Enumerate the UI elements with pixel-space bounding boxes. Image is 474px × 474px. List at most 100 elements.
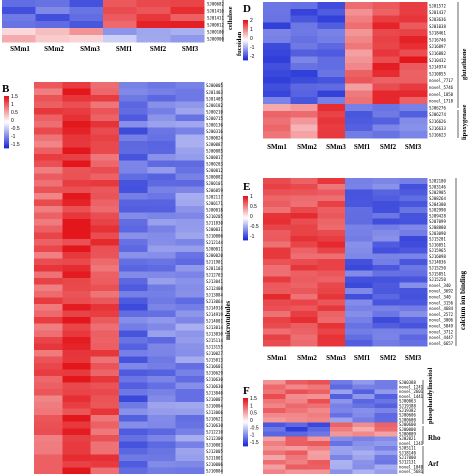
heatmap-cell [119, 264, 148, 272]
col-label-d-smf2: SMf2 [380, 143, 397, 151]
heatmap-cell [119, 121, 148, 129]
legend-swatch [243, 198, 248, 201]
row-label: SJ00182 [206, 103, 223, 108]
heatmap-cell [399, 36, 428, 44]
heatmap-cell [330, 469, 353, 474]
row-label: SJ12144 [206, 240, 223, 245]
legend-swatch [243, 209, 248, 212]
heatmap-cell [317, 259, 346, 266]
heatmap-cell [62, 395, 91, 403]
row-label: SJ03090 [429, 231, 446, 236]
heatmap-cell [374, 427, 398, 432]
heatmap-cell [263, 427, 286, 432]
heatmap-cell [372, 22, 400, 30]
heatmap-cell [372, 224, 400, 231]
heatmap-cell [317, 235, 346, 243]
heatmap-cell [345, 2, 373, 10]
heatmap-cell [62, 127, 91, 135]
heatmap-cell [263, 270, 291, 277]
heatmap-cell [34, 382, 63, 390]
heatmap-cell [374, 422, 398, 428]
heatmap-cell [372, 311, 400, 318]
legend-tick: 1 [11, 102, 14, 108]
heatmap-cell [34, 225, 63, 233]
legend-swatch [243, 420, 248, 423]
row-label: SJ04300 [429, 202, 446, 207]
heatmap-cell [147, 134, 176, 142]
heatmap-cell [399, 124, 428, 132]
heatmap-cell [399, 104, 428, 112]
heatmap-cell [345, 83, 373, 91]
heatmap-cell [352, 408, 375, 414]
row-label: SJ00210 [206, 109, 223, 114]
heatmap-cell [62, 140, 91, 148]
heatmap-cell [399, 56, 428, 64]
group-label-cellulose: cellulose [227, 6, 234, 30]
legend-tick: -1 [11, 134, 16, 140]
legend-e: 1 0.5 0 -0.5 -1 [243, 194, 259, 241]
legend-swatch [243, 196, 248, 198]
heatmap-cell [372, 322, 400, 329]
heatmap-cell [372, 195, 400, 202]
row-label: SJ02990 [429, 208, 446, 213]
legend-swatch [243, 58, 248, 61]
heatmap-cell [62, 258, 91, 266]
heatmap-cell [62, 186, 91, 194]
heatmap-cell [147, 467, 176, 474]
heatmap-cell [35, 7, 70, 15]
heatmap-cell [285, 445, 308, 451]
heatmap-cell [317, 195, 346, 202]
heatmap-cell [90, 323, 120, 331]
col-label-d-smm3: SMm3 [326, 143, 346, 151]
heatmap-cell [175, 382, 205, 390]
row-label: SJ18140 [399, 450, 416, 455]
heatmap-cell [34, 264, 63, 272]
heatmap-cell [136, 14, 171, 22]
heatmap-cell [147, 304, 176, 311]
heatmap-cell [2, 0, 36, 8]
heatmap-cell [170, 35, 205, 43]
heatmap-cell [290, 195, 318, 202]
heatmap-cell [317, 340, 346, 347]
legend-swatch [4, 134, 9, 137]
heatmap-cell [330, 417, 353, 423]
heatmap-cell [119, 101, 148, 109]
panel-a: SJ00682 SJ01410 SJ01411 SJ00012 SJ00100 SJ009… [2, 0, 243, 56]
heatmap-cell [62, 428, 91, 436]
heatmap-cell [62, 389, 91, 396]
heatmap-cell [374, 469, 398, 474]
heatmap-cell [345, 117, 373, 125]
heatmap-cell [90, 297, 120, 305]
legend-tick: 1.5 [11, 94, 18, 100]
heatmap-cell [263, 56, 291, 64]
row-label: SJ15250 [429, 277, 446, 282]
heatmap-cell [345, 49, 373, 57]
row-label: SJ00082 [206, 175, 223, 180]
heatmap-cell [263, 450, 286, 456]
heatmap-cell [372, 247, 400, 254]
heatmap-cell [345, 183, 373, 190]
heatmap-cell [317, 293, 346, 300]
heatmap-cell [372, 76, 400, 84]
heatmap-cell [34, 134, 63, 142]
panel-f: F 1.510.50-0.5-1-1.5 SJ00388novel_1241no… [243, 367, 441, 474]
heatmap-cell [290, 2, 318, 10]
legend-swatch [243, 215, 248, 217]
heatmap-cell [317, 97, 346, 105]
heatmap-cell [147, 271, 176, 279]
row-label: SJ09428 [429, 213, 446, 218]
heatmap-cell [290, 311, 318, 318]
heatmap-cell [372, 201, 400, 208]
heatmap-cell [374, 441, 398, 447]
heatmap-cell [345, 247, 373, 254]
heatmap-cell [119, 467, 148, 474]
legend-swatch [243, 24, 248, 26]
row-labels-a: SJ00682 SJ01410 SJ01411 SJ00012 SJ00100 SJ009… [207, 2, 224, 42]
heatmap-cell [34, 460, 63, 468]
heatmap-cell [290, 8, 318, 16]
legend-swatch [4, 108, 9, 111]
row-label: novel_5746 [429, 85, 454, 90]
legend-tick: 1 [250, 27, 253, 33]
col-label-e-smf3: SMf3 [405, 354, 422, 362]
heatmap-cell [69, 0, 104, 8]
